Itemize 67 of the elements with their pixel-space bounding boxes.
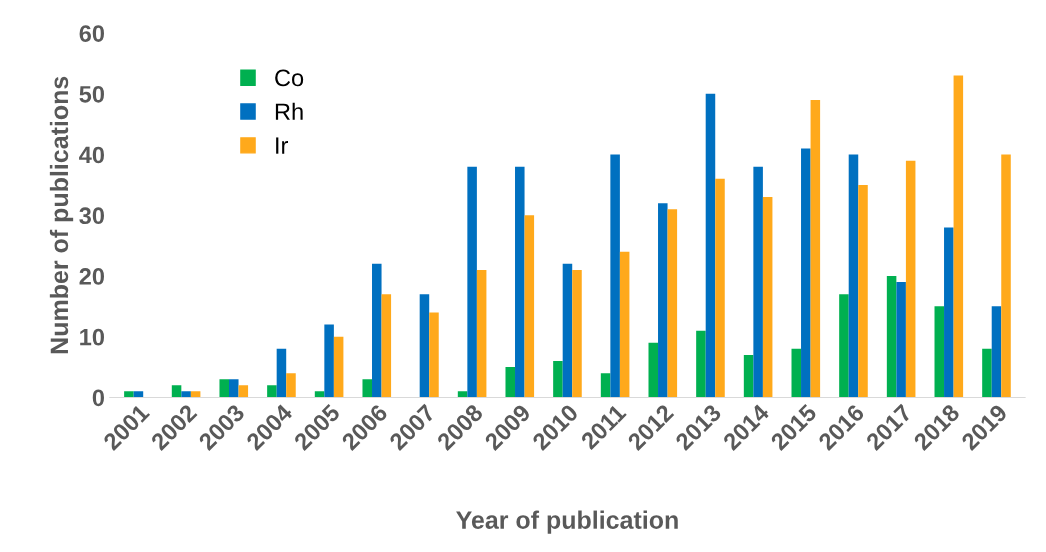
bar (743, 354, 754, 398)
bar (572, 269, 582, 398)
y-tick-label: 60 (79, 25, 104, 42)
bar (219, 379, 229, 398)
y-axis-title: Number of publications (49, 76, 74, 354)
bar (762, 197, 773, 398)
bar (133, 391, 144, 398)
bar (124, 391, 134, 398)
bar (276, 348, 287, 398)
bar (705, 93, 716, 398)
bar (839, 294, 849, 398)
bar (314, 391, 325, 398)
bar (610, 154, 620, 398)
bar (934, 306, 945, 398)
bar (982, 348, 992, 398)
bar (667, 209, 678, 398)
bar (190, 391, 201, 398)
y-tick-label: 40 (79, 146, 104, 164)
bar (753, 166, 763, 398)
bar (429, 312, 439, 398)
legend-label: Ir (276, 137, 288, 154)
bar (619, 251, 630, 398)
bar (553, 361, 563, 398)
y-tick-label: 30 (79, 207, 104, 225)
bar (286, 373, 296, 398)
bar (848, 154, 859, 398)
bar (238, 385, 249, 398)
bar (372, 263, 382, 398)
legend-label: Co (275, 69, 304, 87)
bar (648, 342, 659, 398)
bar (362, 379, 373, 398)
bar (324, 324, 334, 398)
bar (600, 373, 611, 398)
bar (905, 160, 916, 398)
bar (524, 215, 535, 398)
bar (181, 391, 191, 398)
legend-label: Rh (275, 102, 303, 120)
bar (1001, 154, 1011, 398)
bar (515, 166, 525, 398)
bar (457, 391, 468, 398)
bar (896, 282, 906, 398)
bar (810, 99, 821, 398)
bar (944, 227, 954, 398)
bar (791, 348, 802, 398)
bar (953, 75, 964, 398)
bar (229, 379, 239, 398)
bar (467, 166, 477, 398)
y-tick-label: 20 (79, 268, 104, 285)
bar (381, 294, 392, 398)
bar (858, 184, 868, 398)
y-tick-label: 50 (79, 85, 104, 103)
y-tick-label: 10 (80, 328, 104, 346)
bar (505, 367, 516, 398)
bar (991, 306, 1002, 398)
y-tick-label: 0 (92, 389, 104, 407)
bar (696, 330, 706, 398)
bar (715, 178, 725, 398)
bar (419, 294, 430, 398)
bar (171, 385, 182, 398)
bar (333, 336, 344, 398)
bar (267, 385, 277, 398)
bar (562, 263, 573, 398)
x-axis-title: Year of publication (456, 510, 678, 534)
bar (801, 148, 811, 398)
bar (658, 203, 668, 398)
bar (886, 276, 897, 398)
bar (476, 269, 487, 398)
